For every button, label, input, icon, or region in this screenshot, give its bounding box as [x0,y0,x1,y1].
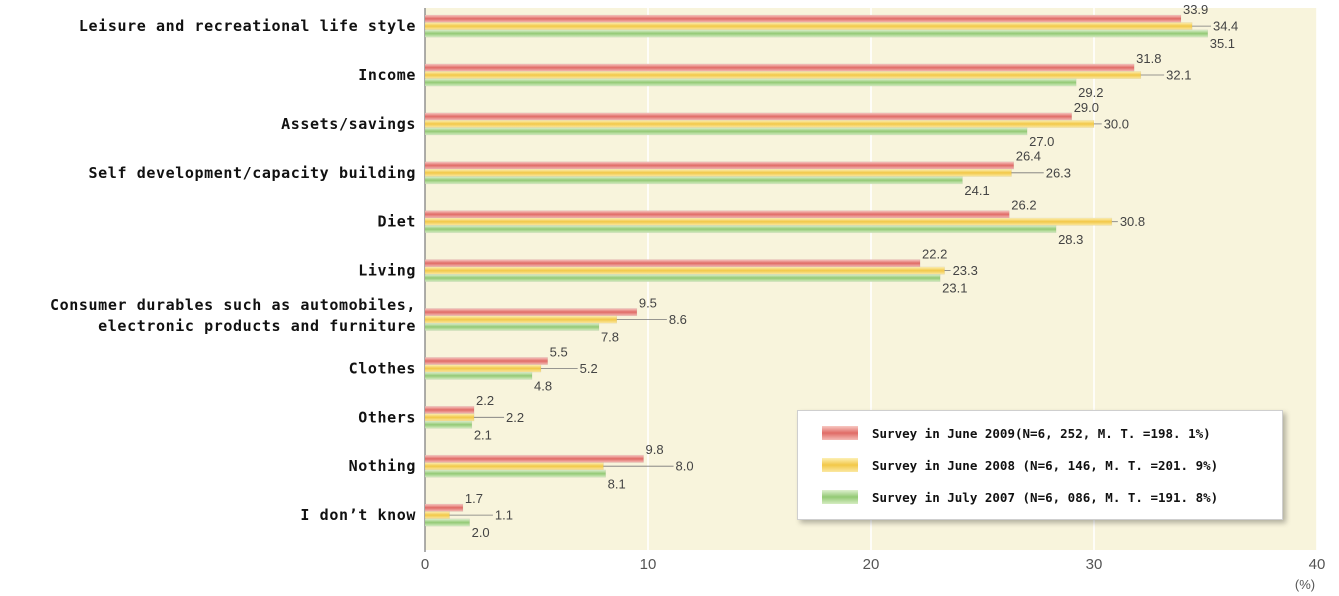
value-label-2009: 9.5 [639,295,657,310]
category-label: Others [358,408,416,426]
bar-2007 [424,469,606,478]
category-label: Consumer durables such as automobiles, [50,296,416,314]
bar-2009 [424,112,1072,121]
category-label: electronic products and furniture [98,317,416,335]
value-label-2009: 26.2 [1011,198,1036,213]
bar-2007 [424,29,1208,38]
bar-2007 [424,274,941,282]
category-labels: Leisure and recreational life style Incom… [50,17,416,524]
category-label: I don’t know [300,506,416,524]
value-label-2007: 7.8 [601,330,619,345]
bar-2008 [424,168,1012,177]
value-label-2009: 26.4 [1016,149,1041,164]
bar-2008 [424,22,1193,31]
value-label-2007: 8.1 [608,476,626,491]
value-label-2008: 30.0 [1104,116,1129,131]
bar-2008 [424,266,945,275]
value-label-2009: 5.5 [550,344,568,359]
bar-2007 [424,225,1057,234]
value-label-2007: 27.0 [1029,134,1054,149]
bar-2009 [424,259,921,268]
value-label-2007: 24.1 [964,183,989,198]
value-label-2008: 8.0 [676,459,694,474]
value-label-2008: 2.2 [506,410,524,425]
value-label-2008: 8.6 [669,312,687,327]
value-label-2007: 35.1 [1210,36,1235,51]
bar-2008 [424,217,1113,226]
x-tick-label: 30 [1086,556,1103,573]
x-axis-ticks: 0 10 20 30 40 [421,556,1326,573]
bar-2008 [424,315,618,324]
bar-2007 [424,420,473,429]
bar-2008 [424,71,1142,79]
bar-2007 [424,176,963,185]
bar-2007 [424,127,1028,136]
legend-label-2007: Survey in July 2007 (N=6, 086, M. T. =19… [872,489,1219,505]
value-label-2007: 4.8 [534,379,552,394]
value-label-2009: 2.2 [476,393,494,408]
value-label-2009: 29.0 [1074,100,1099,115]
bar-2009 [424,161,1014,170]
bar-2008 [424,119,1095,128]
category-label: Self development/capacity building [89,164,416,182]
legend-swatch-2009 [822,426,858,440]
legend-label-2008: Survey in June 2008 (N=6, 146, M. T. =20… [872,457,1219,473]
category-label: Living [358,262,416,280]
value-label-2008: 32.1 [1166,68,1191,83]
value-label-2008: 23.3 [953,263,978,278]
value-label-2008: 34.4 [1213,19,1238,34]
bar-2007 [424,322,600,331]
bar-2009 [424,210,1010,219]
bar-2009 [424,14,1182,23]
legend-swatch-2008 [822,458,858,472]
bar-2008 [424,413,475,422]
value-label-2009: 31.8 [1136,51,1161,66]
value-label-2007: 2.1 [474,427,492,442]
value-label-2007: 23.1 [942,281,967,296]
x-tick-label: 0 [421,556,429,573]
bar-2007 [424,371,533,380]
legend-item-2009: Survey in June 2009(N=6, 252, M. T. =198… [822,423,1211,443]
x-tick-label: 20 [863,556,880,573]
value-label-2009: 9.8 [646,442,664,457]
bar-2009 [424,63,1135,72]
x-axis-unit: (%) [1295,577,1315,592]
bar-2008 [424,511,450,520]
bar-2007 [424,518,470,527]
legend: Survey in June 2009(N=6, 252, M. T. =198… [797,410,1283,520]
value-label-2007: 28.3 [1058,232,1083,247]
value-label-2009: 22.2 [922,247,947,262]
value-label-2009: 33.9 [1183,2,1208,17]
x-tick-label: 40 [1309,556,1326,573]
category-label: Income [358,66,416,84]
value-label-2009: 1.7 [465,491,483,506]
value-label-2007: 29.2 [1078,85,1103,100]
category-label: Assets/savings [281,115,416,133]
legend-label-2009: Survey in June 2009(N=6, 252, M. T. =198… [872,425,1211,441]
value-labels: 33.9 34.4 35.1 31.8 32.1 29.229.0 30.0 27.026.4… [449,2,1238,540]
category-label: Clothes [349,359,416,377]
legend-item-2007: Survey in July 2007 (N=6, 086, M. T. =19… [822,487,1218,507]
category-label: Nothing [349,457,416,475]
legend-item-2008: Survey in June 2008 (N=6, 146, M. T. =20… [822,455,1218,475]
bar-2009 [424,308,638,317]
bar-2009 [424,405,475,414]
bar-2008 [424,462,604,471]
value-label-2008: 26.3 [1046,165,1071,180]
bars [424,14,1208,527]
category-label: Diet [377,213,416,231]
value-label-2007: 2.0 [472,525,490,540]
value-label-2008: 5.2 [580,361,598,376]
bar-2009 [424,454,644,463]
legend-swatch-2007 [822,490,858,504]
bar-2007 [424,78,1077,87]
value-label-2008: 1.1 [495,508,513,523]
category-label: Leisure and recreational life style [79,17,416,35]
value-label-2008: 30.8 [1120,214,1145,229]
bar-2009 [424,503,464,512]
bar-2008 [424,364,542,373]
bar-2009 [424,357,548,365]
x-tick-label: 10 [640,556,657,573]
